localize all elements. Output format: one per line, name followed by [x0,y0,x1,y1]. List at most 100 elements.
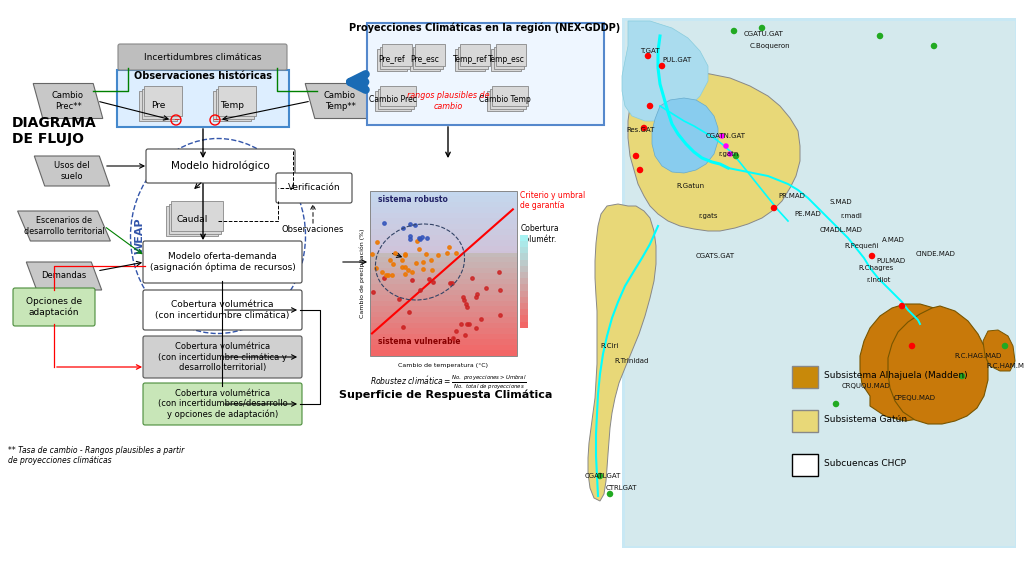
Point [376,274,392,283]
Point [415,257,431,267]
Point [904,342,921,351]
Bar [520,272,528,278]
Point [409,258,425,267]
Point [492,286,508,295]
Bar [520,260,528,266]
Point [441,278,458,287]
Point [718,141,734,150]
Text: Subsistema Gatún: Subsistema Gatún [824,415,907,425]
Polygon shape [860,304,961,421]
Point [378,271,394,280]
Point [463,273,479,282]
Text: PUL.GAT: PUL.GAT [662,57,691,63]
Text: Caudal: Caudal [176,215,208,225]
Bar [520,278,528,285]
Point [391,294,408,303]
FancyBboxPatch shape [276,173,352,203]
Text: R.C.HAG.MAD: R.C.HAG.MAD [954,353,1001,359]
Point [376,218,392,228]
Point [424,265,440,274]
Bar [520,309,528,316]
Point [926,41,942,51]
Text: R.Trinidad: R.Trinidad [614,358,648,364]
Point [894,301,910,310]
Point [490,268,507,277]
Text: Cambio Temp: Cambio Temp [479,96,530,104]
Text: Cobertura
volumétr.: Cobertura volumétr. [520,225,559,244]
Bar [625,21,1015,546]
FancyBboxPatch shape [143,336,302,378]
FancyBboxPatch shape [382,44,412,66]
Bar [370,328,517,334]
FancyBboxPatch shape [171,201,223,231]
Point [395,323,412,332]
Text: CTRLGAT: CTRLGAT [606,485,638,491]
FancyBboxPatch shape [367,23,604,125]
Point [628,151,644,161]
Bar [370,345,517,350]
Point [469,290,485,299]
Point [996,342,1013,351]
Text: DIAGRAMA
DE FLUJO: DIAGRAMA DE FLUJO [12,116,96,146]
Text: Cobertura volumétrica
(con incertidumbre climática): Cobertura volumétrica (con incertidumbre… [156,300,290,320]
Bar [520,290,528,297]
Point [369,237,385,247]
Polygon shape [17,211,111,241]
Text: Cobertura volumétrica
(con incertidumbre climática y
desarrollo territorial): Cobertura volumétrica (con incertidumbre… [158,342,287,372]
Bar [370,312,517,317]
FancyBboxPatch shape [139,91,177,121]
Bar [370,191,517,196]
FancyBboxPatch shape [169,203,220,233]
Text: R.Chagres: R.Chagres [858,265,893,271]
Point [401,232,418,241]
Bar [622,18,1016,548]
Point [468,292,484,301]
Point [393,263,410,272]
FancyBboxPatch shape [375,91,411,111]
Bar [370,191,517,356]
Point [382,255,398,264]
Point [443,278,460,287]
Point [864,251,881,260]
Text: Criterio y umbral
de garantía: Criterio y umbral de garantía [520,191,586,210]
Polygon shape [888,306,988,424]
Polygon shape [27,262,101,290]
Bar [520,241,528,247]
Text: CRQUQU.MAD: CRQUQU.MAD [842,383,891,389]
Polygon shape [305,84,375,119]
Point [410,237,426,246]
Bar [370,306,517,312]
Text: r.gats: r.gats [698,213,718,219]
Point [632,165,648,175]
Text: Cobertura volumétrica
(con incertidumbres/desarrollo
y opciones de adaptación): Cobertura volumétrica (con incertidumbre… [158,389,288,419]
Polygon shape [588,204,656,501]
Text: Subsistema Alhajuela (Madden): Subsistema Alhajuela (Madden) [824,372,968,381]
Point [364,249,380,259]
Point [414,232,430,241]
Point [444,334,461,343]
Text: rangos plausibles de
cambio: rangos plausibles de cambio [407,92,489,111]
Point [592,471,608,480]
Bar [370,262,517,268]
Text: PE.MAD: PE.MAD [794,211,821,217]
FancyBboxPatch shape [380,47,410,69]
Text: sistema robusto: sistema robusto [378,195,447,204]
Bar [370,268,517,273]
Point [404,275,421,284]
Bar [370,207,517,213]
Point [387,248,403,257]
Polygon shape [628,71,800,231]
Text: Superficie de Respuesta Climática: Superficie de Respuesta Climática [339,389,552,400]
Text: R.Ciri: R.Ciri [600,343,618,349]
Text: Observaciones históricas: Observaciones históricas [134,71,272,81]
Point [722,149,738,158]
Bar [370,257,517,262]
FancyBboxPatch shape [141,89,179,119]
Point [454,320,470,329]
Text: C.Boqueron: C.Boqueron [750,43,791,49]
Point [401,219,418,228]
Bar [370,323,517,328]
Text: PR.MAD: PR.MAD [778,193,805,199]
Text: Pre: Pre [151,100,165,109]
Point [423,255,439,264]
